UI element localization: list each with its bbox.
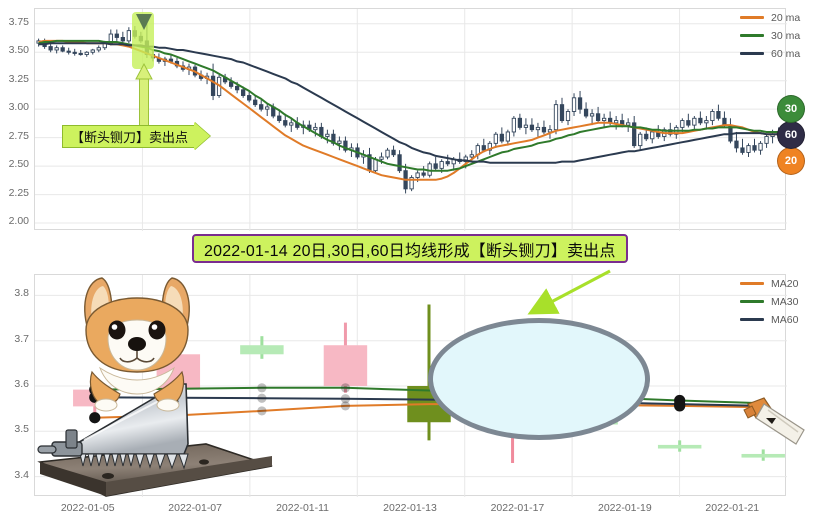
bottom-chart-legend: MA20 MA30 MA60: [740, 276, 798, 330]
legend-color-swatch: [740, 16, 764, 19]
ma-line-60-ma: [38, 42, 791, 164]
ma-badge-20: 20: [777, 147, 805, 175]
bottom-chart-arrow-annotation: [527, 269, 611, 315]
ma-point-marker: [340, 394, 351, 404]
legend-label: 20 ma: [771, 11, 801, 24]
y-tick-label: 3.6: [14, 378, 29, 390]
legend-item-60-ma[interactable]: 60 ma: [740, 46, 800, 61]
legend-item-ma60[interactable]: MA60: [740, 312, 798, 327]
legend-label: MA30: [771, 295, 799, 308]
legend-item-ma20[interactable]: MA20: [740, 276, 798, 291]
legend-color-swatch: [740, 34, 764, 37]
legend-color-swatch: [740, 318, 764, 321]
x-tick-label: 2022-01-21: [705, 502, 760, 514]
small-knife-image: [743, 397, 805, 445]
ma-point-marker: [340, 383, 351, 393]
callout-arrow-tip: [194, 122, 211, 150]
y-tick-label: 2.00: [8, 215, 29, 228]
down-triangle-marker: [136, 14, 152, 30]
legend-label: MA60: [771, 313, 799, 326]
ma-line-20-ma: [38, 39, 791, 181]
top-chart-legend: 20 ma 30 ma 60 ma: [740, 10, 800, 64]
ma-point-marker: [340, 401, 351, 411]
legend-color-swatch: [740, 282, 764, 285]
y-tick-label: 3.25: [8, 72, 29, 85]
legend-label: 60 ma: [771, 47, 801, 60]
ma-point-marker: [674, 398, 686, 410]
legend-color-swatch: [740, 52, 764, 55]
y-tick-label: 2.50: [8, 158, 29, 171]
legend-item-20-ma[interactable]: 20 ma: [740, 10, 800, 25]
legend-color-swatch: [740, 300, 764, 303]
sell-signal-callout: 【断头铡刀】卖出点: [62, 122, 211, 150]
corgi-dog-image: [84, 277, 190, 412]
x-tick-label: 2022-01-17: [490, 502, 545, 514]
y-tick-label: 3.75: [8, 15, 29, 28]
ma-point-marker: [257, 406, 267, 416]
top-chart-plot-area: [34, 8, 791, 231]
arrow-line: [527, 269, 611, 315]
legend-label: MA20: [771, 277, 799, 290]
guillotine-saw-blade-image: [37, 383, 273, 497]
signal-banner: 2022-01-14 20日,30日,60日均线形成【断头铡刀】卖出点: [192, 234, 628, 263]
x-tick-label: 2022-01-13: [383, 502, 437, 514]
ma-point-marker: [257, 393, 267, 403]
ma-badge-60: 60: [777, 121, 805, 149]
ma-point-marker: [257, 383, 267, 393]
legend-item-30-ma[interactable]: 30 ma: [740, 28, 800, 43]
y-tick-label: 3.4: [14, 468, 29, 481]
sell-signal-highlight: [132, 12, 154, 69]
top-chart-canvas: [35, 9, 791, 231]
x-tick-label: 2022-01-11: [276, 502, 330, 514]
legend-label: 30 ma: [771, 29, 801, 42]
ma-point-marker: [89, 412, 101, 424]
x-tick-label: 2022-01-05: [60, 502, 115, 514]
ma-line-MA60: [94, 396, 764, 407]
x-tick-label: 2022-01-07: [168, 502, 222, 514]
y-tick-label: 2.75: [8, 129, 29, 142]
y-tick-label: 3.00: [8, 101, 29, 114]
ma-badge-30: 30: [777, 95, 805, 123]
ma-line-30-ma: [38, 39, 791, 172]
y-tick-label: 3.50: [8, 44, 29, 57]
sell-signal-annotations: [135, 14, 153, 133]
top-chart-panel: 2.00 2.25 2.50 2.75 3.00 3.25 3.50 3.75 20 ma 30…: [8, 8, 805, 231]
legend-item-ma30[interactable]: MA30: [740, 294, 798, 309]
y-tick-label: 3.8: [14, 287, 29, 300]
y-tick-label: 3.7: [14, 332, 29, 345]
pattern-highlight-ellipse: [428, 318, 650, 440]
x-tick-label: 2022-01-19: [597, 502, 652, 514]
y-tick-label: 3.5: [14, 423, 29, 436]
ma-line-MA20: [94, 403, 764, 419]
sell-signal-callout-text: 【断头铡刀】卖出点: [62, 124, 196, 148]
y-tick-label: 2.25: [8, 186, 29, 199]
